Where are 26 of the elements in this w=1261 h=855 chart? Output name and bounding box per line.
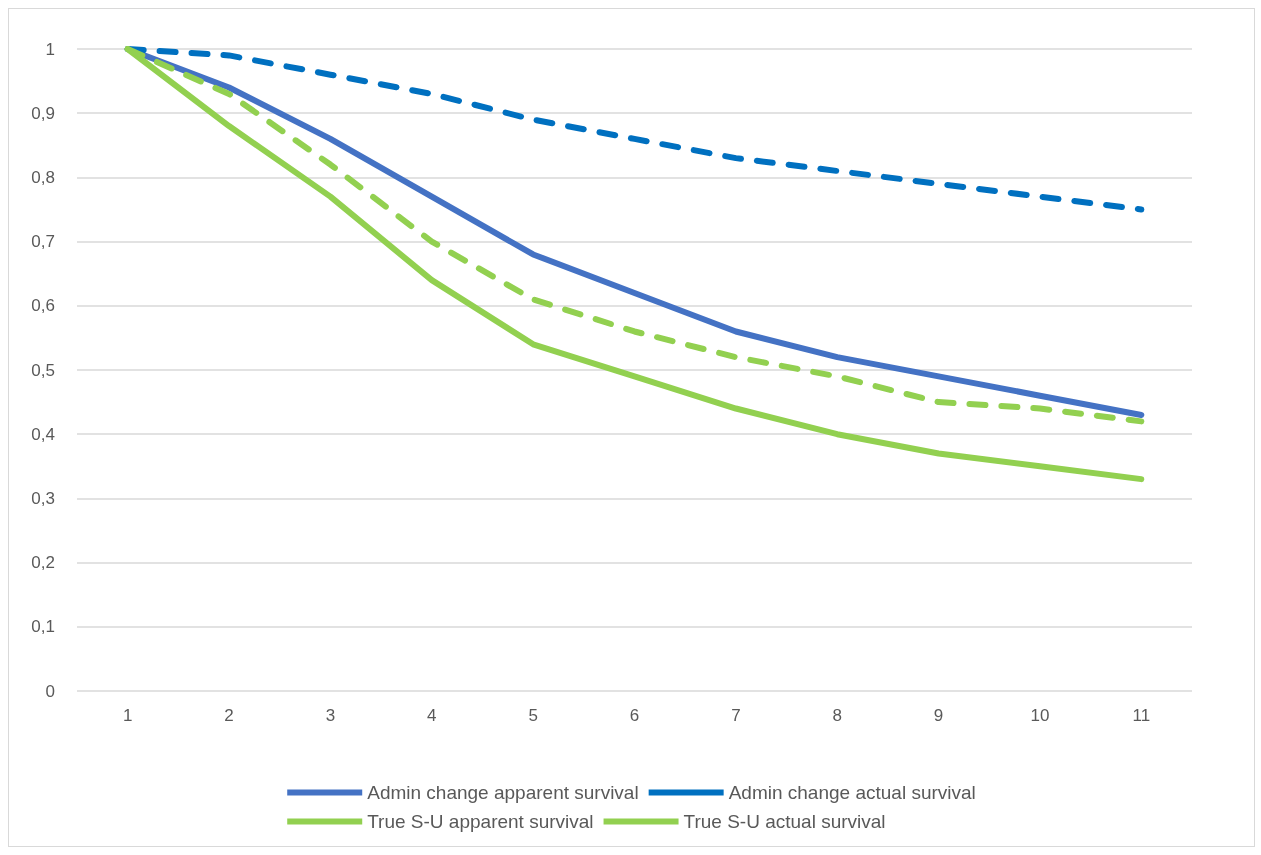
y-tick-label: 0,2: [31, 553, 55, 573]
legend-label: True S-U apparent survival: [367, 811, 594, 832]
y-tick-label: 0,8: [31, 167, 55, 187]
y-tick-label: 0: [45, 681, 55, 701]
y-tick-label: 0,3: [31, 488, 55, 508]
x-tick-label: 11: [1132, 706, 1151, 725]
y-tick-label: 0,5: [31, 360, 55, 380]
x-tick-label: 8: [832, 706, 842, 725]
x-tick-label: 9: [933, 706, 944, 725]
x-tick-label: 10: [1030, 706, 1050, 725]
x-tick-label: 2: [224, 706, 234, 725]
x-tick-label: 5: [528, 706, 538, 725]
y-tick-label: 0,7: [31, 232, 55, 252]
y-tick-label: 0,6: [31, 296, 55, 316]
y-tick-label: 0,9: [31, 103, 55, 123]
x-tick-label: 6: [629, 706, 640, 725]
legend-label: Admin change actual survival: [728, 782, 976, 803]
x-tick-label: 7: [731, 706, 741, 725]
y-tick-label: 0,4: [31, 424, 55, 444]
legend-label: Admin change apparent survival: [367, 782, 639, 803]
x-tick-label: 4: [427, 706, 437, 725]
legend-label: True S-U actual survival: [683, 811, 886, 832]
x-tick-label: 3: [325, 706, 336, 725]
y-tick-label: 0,1: [31, 617, 55, 637]
x-tick-label: 1: [122, 706, 133, 725]
y-tick-label: 1: [45, 39, 55, 59]
